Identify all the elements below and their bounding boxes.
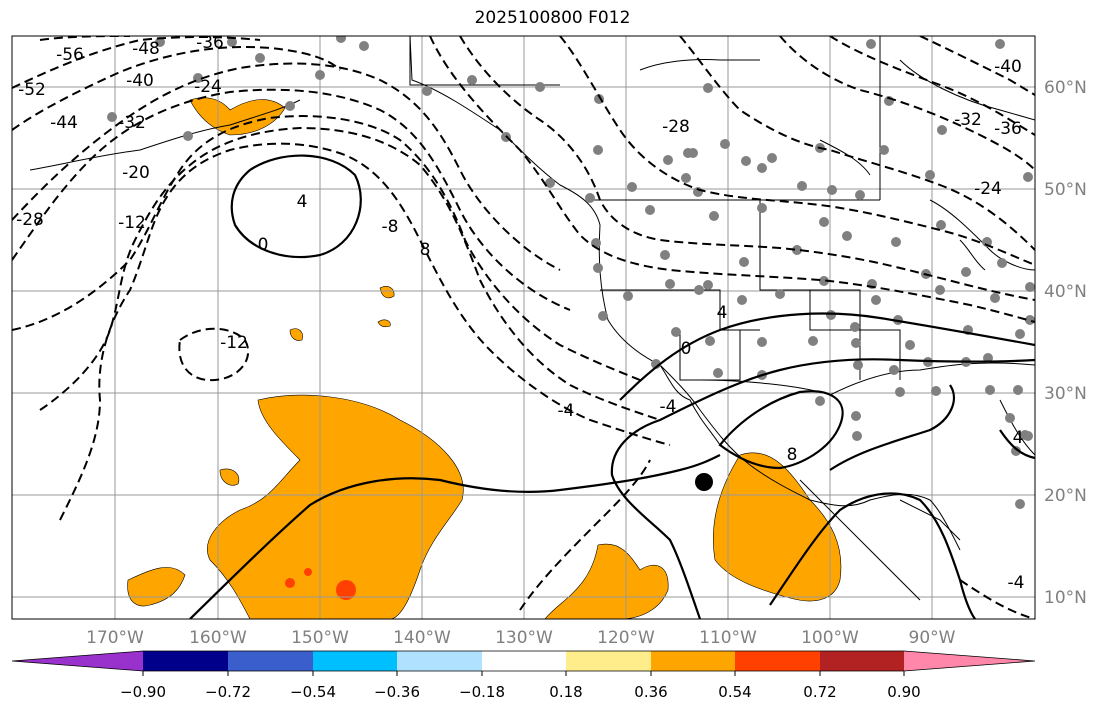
lon-label: 150°W <box>291 628 349 648</box>
colorbar-tick: 0.90 <box>887 683 920 701</box>
lat-label: 20°N <box>1044 486 1087 506</box>
contour-label: 4 <box>717 303 728 323</box>
negative-contours <box>12 36 1035 619</box>
contour-label: -28 <box>16 210 44 230</box>
lat-label: 40°N <box>1044 282 1087 302</box>
colorbar-tick: −0.18 <box>459 683 505 701</box>
contour-label: 0 <box>681 339 692 359</box>
map-title: 2025100800 F012 <box>474 8 631 28</box>
longitude-labels: 170°W 160°W 150°W 140°W 130°W 120°W 110°… <box>86 628 956 648</box>
lon-label: 90°W <box>909 628 956 648</box>
lon-label: 100°W <box>801 628 859 648</box>
contour-label: -28 <box>662 117 690 137</box>
contour-label: -48 <box>132 39 160 59</box>
storm-marker <box>695 473 713 491</box>
contour-label: -36 <box>994 119 1022 139</box>
coastlines <box>29 36 1035 601</box>
colorbar-bin <box>228 651 313 671</box>
anomaly-area-dot <box>379 286 395 299</box>
anomaly-area-mexico <box>713 452 842 602</box>
anomaly-area-small <box>127 567 186 607</box>
lon-label: 170°W <box>86 628 144 648</box>
lon-label: 130°W <box>495 628 553 648</box>
contour-label: -8 <box>382 217 399 237</box>
anomaly-area-central-pacific <box>207 394 464 619</box>
colorbar-tick: −0.54 <box>290 683 336 701</box>
colorbar-tick: 0.36 <box>634 683 667 701</box>
solid-contours <box>189 154 1035 619</box>
anomaly-area-dot3 <box>289 328 303 341</box>
anomaly-area-dot2 <box>377 319 391 328</box>
contour-label: 8 <box>420 240 431 260</box>
colorbar-tick: −0.72 <box>205 683 251 701</box>
contour-label: -44 <box>50 113 78 133</box>
colorbar-bin <box>313 651 397 671</box>
contour-label: -4 <box>558 401 575 421</box>
contour-label: 0 <box>258 235 269 255</box>
lat-label: 60°N <box>1044 78 1087 98</box>
colorbar-tick: 0.54 <box>718 683 751 701</box>
colorbar-tick: 0.72 <box>803 683 836 701</box>
contour-label: -40 <box>126 71 154 91</box>
contour-label: -24 <box>194 77 222 97</box>
contour-label: -52 <box>18 80 46 100</box>
contour-label: -32 <box>954 110 982 130</box>
colorbar-tick: −0.36 <box>374 683 420 701</box>
lon-label: 140°W <box>393 628 451 648</box>
latitude-labels: 60°N 50°N 40°N 30°N 20°N 10°N <box>1044 78 1087 608</box>
contour-label: 4 <box>1013 428 1024 448</box>
contour-labels: -56 -52 -48 -44 -40 -36 -32 -28 -24 -20 … <box>16 33 1025 593</box>
colorbar-bin <box>735 651 820 671</box>
contour-label: -40 <box>994 57 1022 77</box>
contour-label: -20 <box>122 163 150 183</box>
colorbar-bin <box>820 651 904 671</box>
colorbar-bin <box>651 651 735 671</box>
contour-label: 8 <box>787 445 798 465</box>
contour-label: 4 <box>297 192 308 212</box>
contour-label: -4 <box>660 397 677 417</box>
contour-label: -12 <box>118 213 146 233</box>
contour-label: -12 <box>220 333 248 353</box>
contour-label: -32 <box>118 113 146 133</box>
strong-anomaly-areas <box>285 568 356 600</box>
colorbar-bin <box>143 651 228 671</box>
contour-label: -24 <box>974 179 1002 199</box>
positive-anomaly-areas <box>127 97 842 619</box>
contour-label: -36 <box>196 33 224 53</box>
lon-label: 160°W <box>189 628 247 648</box>
contour-label: -4 <box>1008 573 1025 593</box>
lat-label: 10°N <box>1044 588 1087 608</box>
colorbar-bin <box>566 651 651 671</box>
lat-label: 50°N <box>1044 180 1087 200</box>
colorbar-bin <box>482 651 566 671</box>
map-frame <box>11 35 1036 620</box>
colorbar-extend-high <box>904 651 1035 671</box>
colorbar-tick: 0.18 <box>549 683 582 701</box>
colorbar-bin <box>397 651 482 671</box>
lat-label: 30°N <box>1044 384 1087 404</box>
lon-label: 110°W <box>699 628 757 648</box>
colorbar: −0.90 −0.72 −0.54 −0.36 −0.18 0.18 0.36 … <box>11 650 1036 701</box>
colorbar-tick: −0.90 <box>120 683 166 701</box>
anomaly-area-dot4 <box>219 468 240 486</box>
contour-label: -56 <box>56 45 84 65</box>
lon-label: 120°W <box>597 628 655 648</box>
colorbar-extend-low <box>12 651 143 671</box>
